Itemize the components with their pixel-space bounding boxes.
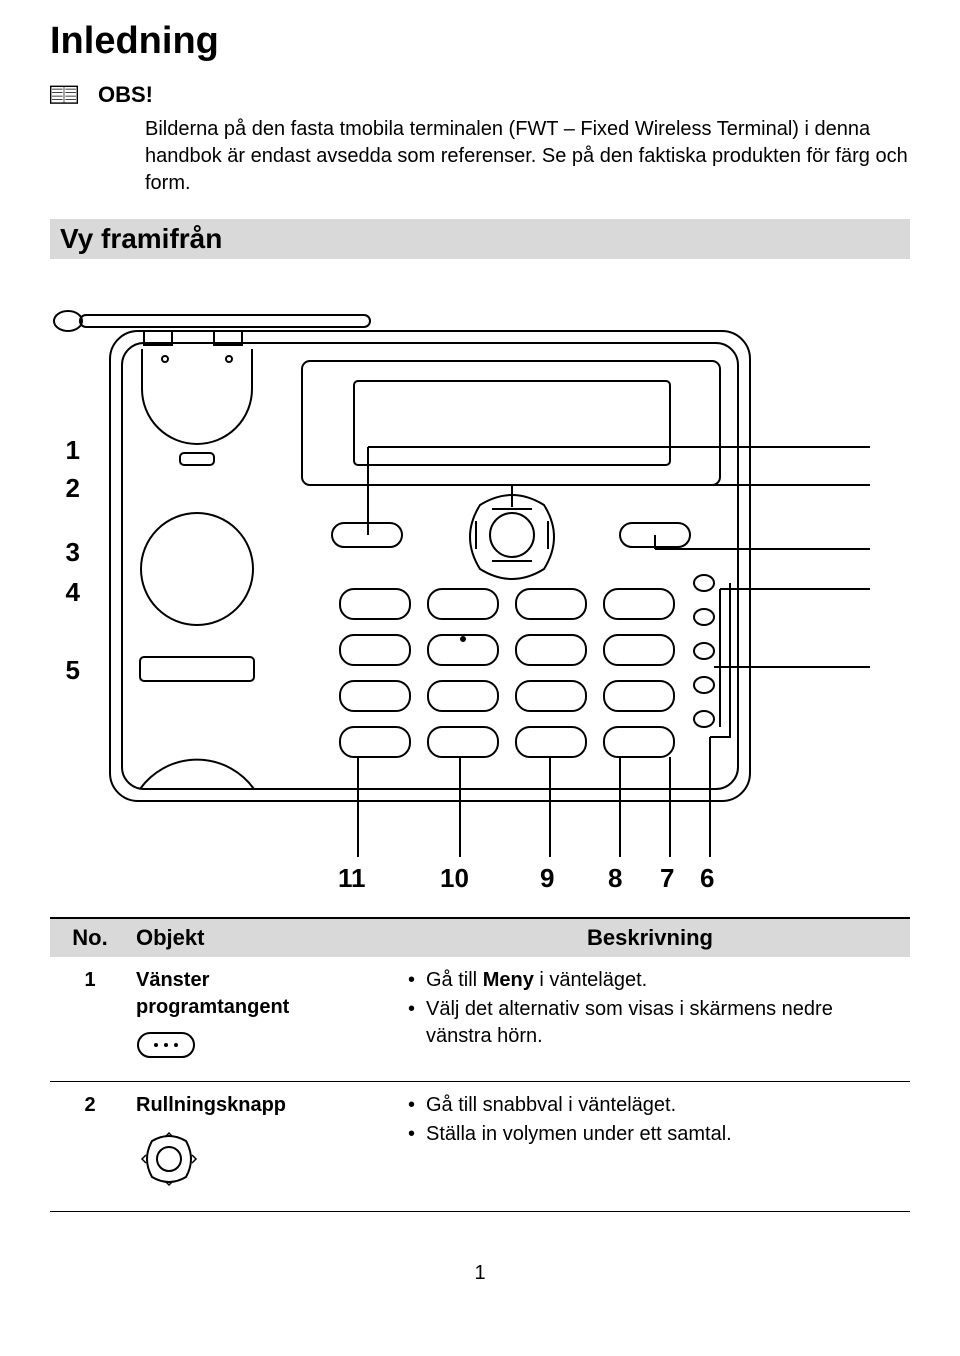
parts-table: No. Objekt Beskrivning 1 Vänster program… (50, 917, 910, 1212)
page-number: 1 (50, 1262, 910, 1285)
page-title: Inledning (50, 20, 910, 63)
table-row: 1 Vänster programtangent Gå till Meny i … (50, 957, 910, 1082)
row-description: Gå till snabbval i vänteläget. Ställa in… (390, 1092, 910, 1150)
table-header: No. Objekt Beskrivning (50, 917, 910, 957)
object-line-1: Rullningsknapp (136, 1094, 286, 1116)
desc-item: Välj det alternativ som visas i skärmens… (408, 996, 900, 1050)
section-header: Vy framifrån (50, 219, 910, 259)
callout-7: 7 (660, 863, 674, 894)
header-no: No. (50, 925, 130, 951)
book-icon (50, 83, 78, 105)
object-line-2: programtangent (136, 996, 289, 1018)
header-objekt: Objekt (130, 925, 390, 951)
desc-item: Gå till snabbval i vänteläget. (408, 1092, 900, 1119)
front-view-diagram: 1 2 3 4 5 11 10 9 8 7 6 (50, 277, 910, 897)
callout-4: 4 (50, 577, 80, 608)
table-row: 2 Rullningsknapp Gå till snabbval i vänt… (50, 1082, 910, 1212)
row-description: Gå till Meny i vänteläget. Välj det alte… (390, 967, 910, 1052)
row-number: 2 (50, 1092, 130, 1117)
callout-5: 5 (50, 655, 80, 686)
callout-10: 10 (440, 863, 469, 894)
dpad-icon (136, 1129, 390, 1197)
callout-11: 11 (338, 863, 366, 894)
callout-1: 1 (50, 435, 80, 466)
desc-item: Gå till Meny i vänteläget. (408, 967, 900, 994)
callout-6: 6 (700, 863, 714, 894)
header-beskrivning: Beskrivning (390, 925, 910, 951)
note-body: Bilderna på den fasta tmobila terminalen… (145, 116, 910, 197)
object-line-1: Vänster (136, 969, 209, 991)
callout-3: 3 (50, 537, 80, 568)
row-object: Rullningsknapp (130, 1092, 390, 1197)
callout-8: 8 (608, 863, 622, 894)
desc-item: Ställa in volymen under ett samtal. (408, 1121, 900, 1148)
softkey-icon (136, 1031, 390, 1067)
note-row: OBS! (50, 81, 910, 108)
row-object: Vänster programtangent (130, 967, 390, 1067)
callout-2: 2 (50, 473, 80, 504)
row-number: 1 (50, 967, 130, 992)
callout-9: 9 (540, 863, 554, 894)
note-label: OBS! (98, 82, 153, 108)
